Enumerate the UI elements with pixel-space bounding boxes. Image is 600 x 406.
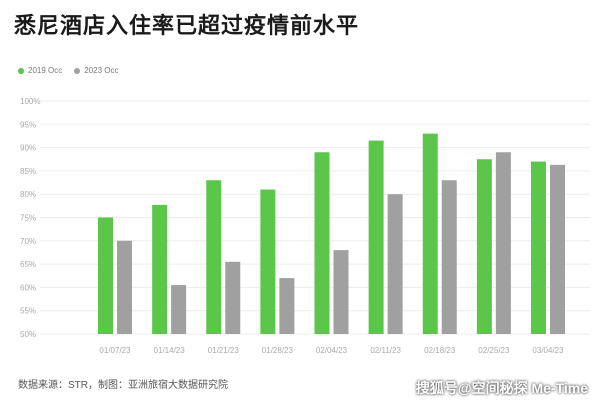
x-tick-label: 02/18/23 xyxy=(424,346,456,355)
x-tick-label: 01/07/23 xyxy=(99,346,131,355)
legend-item-2019: 2019 Occ xyxy=(18,66,62,75)
x-tick-label: 01/28/23 xyxy=(262,346,294,355)
bar-2023-occ xyxy=(387,194,403,334)
chart-title: 悉尼酒店入住率已超过疫情前水平 xyxy=(14,13,360,38)
y-tick-label: 70% xyxy=(20,237,36,246)
bar-2019-occ xyxy=(476,159,492,334)
bar-2019-occ xyxy=(422,133,438,334)
bar-2019-occ xyxy=(260,189,276,334)
bar-2023-occ xyxy=(117,240,132,334)
bar-2023-occ xyxy=(333,250,349,334)
watermark-text: 搜狐号@空间秘探 Me-Time xyxy=(415,380,588,396)
y-tick-label: 75% xyxy=(20,214,36,223)
bar-2023-occ xyxy=(279,278,295,334)
y-tick-label: 85% xyxy=(20,167,36,176)
y-tick-label: 95% xyxy=(20,120,36,129)
bar-2019-occ xyxy=(314,152,330,334)
x-tick-label: 02/11/23 xyxy=(370,346,401,355)
bar-2023-occ xyxy=(171,285,187,334)
bar-2019-occ xyxy=(368,140,384,334)
legend-item-2023: 2023 Occ xyxy=(74,66,119,75)
bar-2019-occ xyxy=(98,217,113,334)
bar-2019-occ xyxy=(206,180,222,334)
x-tick-label: 03/04/23 xyxy=(532,346,564,355)
y-tick-label: 65% xyxy=(20,260,36,269)
y-tick-label: 90% xyxy=(20,144,36,153)
y-tick-label: 60% xyxy=(20,283,36,292)
y-tick-label: 80% xyxy=(20,190,36,199)
bar-2023-occ xyxy=(495,152,511,334)
bar-2023-occ xyxy=(441,180,457,334)
y-tick-label: 50% xyxy=(20,330,36,339)
y-tick-label: 55% xyxy=(20,307,36,316)
data-source-note: 数据来源：STR，制图：亚洲旅宿大数据研究院 xyxy=(18,380,228,391)
legend-label-2019: 2019 Occ xyxy=(28,66,63,75)
legend-label-2023: 2023 Occ xyxy=(84,66,119,75)
bar-2019-occ xyxy=(531,161,546,334)
x-tick-label: 01/21/23 xyxy=(208,346,240,355)
bar-2023-occ xyxy=(550,164,565,334)
bar-2019-occ xyxy=(152,204,168,334)
x-tick-label: 02/04/23 xyxy=(316,346,348,355)
chart-legend: 2019 Occ 2023 Occ xyxy=(18,66,119,75)
legend-swatch-2023 xyxy=(74,67,81,74)
bar-2023-occ xyxy=(225,261,241,334)
legend-swatch-2019 xyxy=(18,67,24,74)
x-tick-label: 02/25/23 xyxy=(478,346,510,355)
y-tick-label: 100% xyxy=(20,97,40,106)
x-tick-label: 01/14/23 xyxy=(154,346,186,355)
